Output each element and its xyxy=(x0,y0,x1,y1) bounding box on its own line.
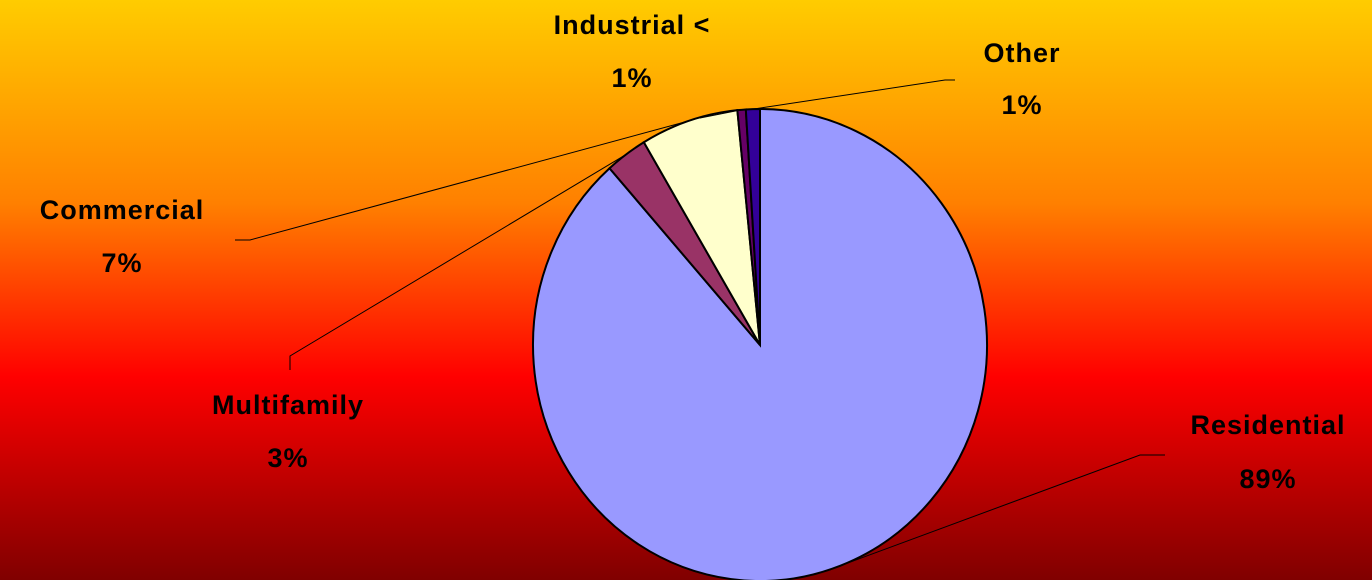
category-label: Commercial xyxy=(40,195,205,225)
value-label: 3% xyxy=(267,443,308,473)
category-label: Other xyxy=(983,38,1060,68)
leader-line xyxy=(752,79,955,110)
category-label: Multifamily xyxy=(212,390,364,420)
category-label: Residential xyxy=(1190,410,1345,440)
leader-line xyxy=(289,153,627,370)
leader-line xyxy=(840,454,1165,567)
leader-line xyxy=(235,120,690,241)
pie xyxy=(532,107,988,580)
value-label: 7% xyxy=(101,248,142,278)
value-label: 1% xyxy=(1001,90,1042,120)
labels: Residential 89% Multifamily 3% Commercial 7% I… xyxy=(40,10,1345,567)
value-label: 89% xyxy=(1239,464,1296,494)
leader-line xyxy=(699,109,742,119)
value-label: 1% xyxy=(611,63,652,93)
pie-slice xyxy=(744,107,761,346)
pie-slice xyxy=(642,109,761,346)
category-label: Industrial < xyxy=(554,10,711,40)
